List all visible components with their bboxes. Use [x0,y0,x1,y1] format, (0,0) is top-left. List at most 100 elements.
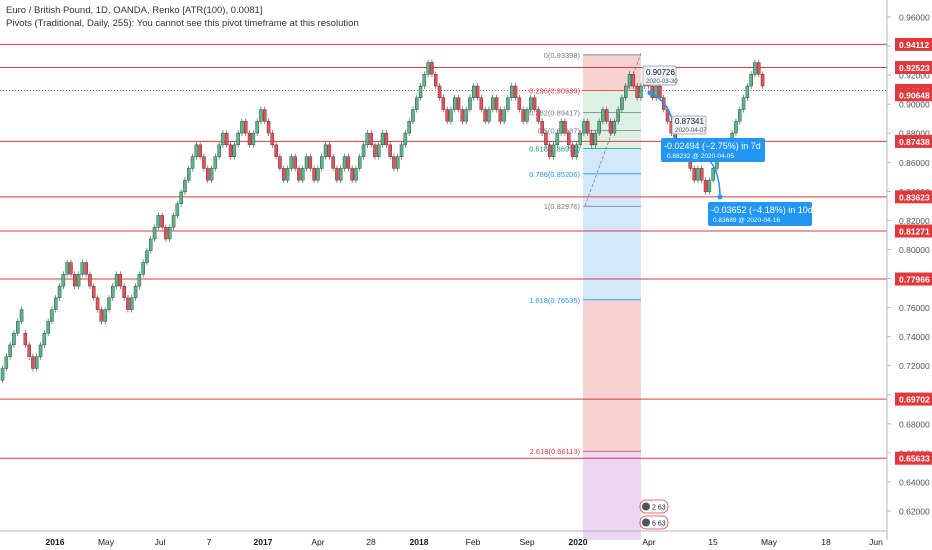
renko-brick-up [152,227,157,240]
renko-brick-down [513,85,518,98]
renko-brick-down [369,132,373,146]
fib-zone-1618-2618 [583,299,641,452]
renko-brick-down [479,97,484,110]
price-label-text: 0.69702 [899,395,930,405]
renko-brick-up [506,97,510,110]
price-label-text: 0.65633 [899,454,930,464]
renko-brick-down [228,144,233,157]
renko-brick-up [487,109,491,122]
renko-brick-up [50,309,54,322]
renko-brick-up [627,74,632,87]
renko-brick-down [122,285,126,299]
price-label-box [895,272,932,286]
renko-brick-up [597,121,601,134]
renko-brick-up [323,144,328,157]
price-axis-tick-label: 0.68000 [899,419,930,429]
renko-brick-down [384,132,389,146]
renko-brick-up [468,97,472,110]
renko-brick-down [31,356,35,369]
renko-brick-up [35,356,39,369]
price-label-box [895,134,932,148]
renko-brick-up [133,285,138,299]
renko-brick-up [418,85,423,98]
fib-level-label: 0.382(0.89417) [529,109,580,118]
renko-brick-down [445,109,449,122]
time-axis-tick-label: 15 [708,537,718,547]
renko-brick-up [167,227,172,240]
renko-brick-down [224,132,229,146]
renko-brick-up [259,109,263,122]
price-axis-tick-label: 0.96000 [899,13,930,23]
projection-callout-1-title: -0.02494 (−2.75%) in 7d [664,141,761,151]
renko-brick-up [285,168,290,181]
renko-brick-up [255,121,259,134]
renko-brick-up [415,97,419,110]
renko-brick-up [61,274,66,287]
renko-brick-up [578,132,582,146]
renko-brick-down [205,168,210,181]
price-axis-tick-label: 0.90000 [899,100,930,110]
renko-brick-down [118,274,123,287]
renko-brick-up [711,168,715,181]
renko-brick-up [114,274,119,287]
price-marker-2-value: 0.87341 [675,117,704,126]
renko-brick-up [380,132,385,146]
event-badge-icon [642,518,650,527]
renko-brick-down [373,144,377,157]
renko-brick-up [54,297,58,310]
renko-brick-up [612,121,617,134]
price-label-text: 0.90648 [899,90,930,100]
price-label-box [895,37,932,51]
renko-brick-down [72,274,77,287]
renko-brick-down [388,144,392,157]
renko-brick-down [99,309,104,322]
time-axis-tick-label: Apr [642,537,655,547]
time-axis-tick-label: Jul [155,537,166,547]
renko-brick-up [103,309,107,322]
pivots-note: Pivots (Traditional, Daily, 255): You ca… [6,18,359,29]
renko-brick-down [160,215,164,228]
time-axis-tick-label: Feb [466,537,481,547]
renko-brick-down [266,121,271,134]
renko-brick-up [0,368,5,381]
price-axis-tick-label: 0.74000 [899,332,930,342]
price-marker-1-date: 2020-03-30 [646,78,678,85]
projection-point [717,194,723,200]
renko-brick-down [392,156,396,169]
renko-brick-down [700,168,704,181]
renko-brick-up [449,109,453,122]
renko-brick-down [164,227,168,240]
renko-brick-up [555,132,560,146]
renko-brick-up [141,262,145,275]
renko-brick-down [563,121,567,134]
renko-brick-down [91,285,96,299]
projection-callout-2[interactable] [708,202,812,226]
renko-brick-up [8,344,12,357]
renko-brick-down [441,97,446,110]
renko-brick-up [129,297,134,310]
projection-callout-1[interactable] [661,138,765,162]
renko-brick-up [753,62,757,75]
renko-brick-up [525,109,529,122]
projection-callout-2-title: -0.03652 (−4.18%) in 10d [711,205,813,215]
renko-brick-down [692,168,696,181]
renko-brick-down [544,132,548,146]
renko-brick-down [760,74,765,87]
renko-brick-up [156,215,161,228]
renko-brick-up [624,85,628,98]
renko-brick-down [658,85,662,98]
renko-brick-up [426,62,430,75]
renko-brick-up [593,132,598,146]
price-axis-tick-label: 0.76000 [899,303,930,313]
renko-brick-up [559,121,563,134]
renko-brick-up [396,156,400,169]
renko-brick-down [202,156,206,169]
renko-brick-up [171,215,176,228]
renko-brick-up [422,74,427,87]
fib-level-label: 0(0.93398) [544,51,581,60]
renko-brick-up [582,121,586,134]
renko-brick-up [42,332,47,346]
renko-brick-up [339,168,343,181]
renko-brick-down [350,168,354,181]
